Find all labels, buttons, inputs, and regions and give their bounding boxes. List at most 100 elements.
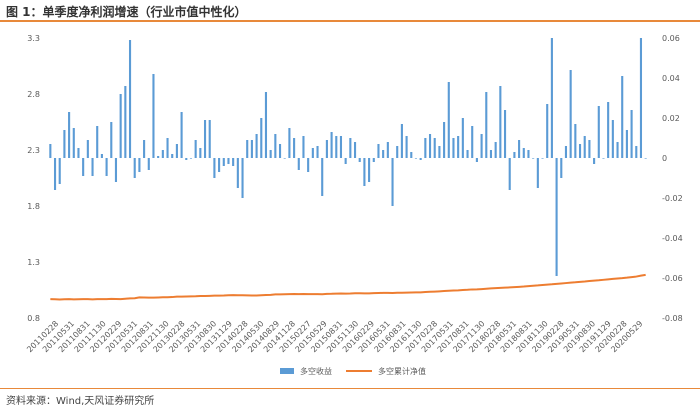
bar [363,158,366,186]
bar [541,158,544,159]
bar [550,38,553,158]
bar [382,150,385,158]
y-left-tick-label: 2.8 [27,90,40,99]
bar [199,148,202,158]
bar [466,150,469,158]
bar [77,148,80,158]
bar [443,122,446,158]
bar [171,154,174,158]
y-right-tick-label: 0 [662,154,667,163]
bar [246,140,249,158]
bar [175,144,178,158]
bar [157,156,160,158]
bottom-rule [0,388,700,389]
bar [391,158,394,206]
y-left-tick-label: 1.3 [27,258,40,267]
bar [335,136,338,158]
legend-bar-label: 多空收益 [300,366,332,376]
x-axis: 2011022820110531201108312011113020120229… [25,319,644,354]
bar [63,130,66,158]
y-left-tick-label: 2.3 [27,146,40,155]
bar [532,158,535,159]
bar [578,144,582,158]
bar [114,158,118,182]
y-right-tick-label: -0.08 [662,314,683,323]
bar [166,138,169,158]
bar [147,158,150,170]
bar [560,158,563,178]
bar [232,158,235,166]
bar [311,148,314,158]
y-right-tick-label: 0.04 [662,74,680,83]
legend-bar-swatch [280,368,294,374]
bar [203,120,207,158]
y-right-tick-label: -0.06 [662,274,683,283]
bar [189,158,193,159]
bar [213,158,216,178]
bar [475,158,478,162]
bar [508,158,511,190]
bar [410,152,413,158]
bar [325,140,328,158]
bar [302,136,305,158]
y-right-tick-label: -0.02 [662,194,683,203]
bar [386,142,389,158]
bar [53,158,57,190]
bar [602,158,605,159]
legend-line-label: 多空累计净值 [378,366,426,376]
bar [593,158,596,164]
bar [611,120,614,158]
bar [218,158,221,172]
bar [607,102,610,158]
bar [485,92,488,158]
bar [330,132,333,158]
bar [349,138,352,158]
y-right-tick-label: 0.02 [662,114,680,123]
bar [635,146,638,158]
bar [513,152,516,158]
bar [180,112,183,158]
bar [185,158,188,160]
bar [143,140,146,158]
bar [489,150,493,158]
bar [457,136,460,158]
bar [419,158,422,160]
bar [616,142,619,158]
source-note: 资料来源：Wind,天风证券研究所 [6,396,155,407]
bar [316,146,319,158]
bar [588,140,591,158]
legend: 多空收益 多空累计净值 [280,366,426,376]
bar [49,144,52,158]
bar [133,158,136,178]
bar [297,158,300,170]
bar [424,138,427,158]
bar [86,140,89,158]
bar [438,146,441,158]
bar [72,128,75,158]
bar [405,136,408,158]
bar [368,158,371,182]
figure-title: 图 1：单季度净利润增速（行业市值中性化） [6,5,247,19]
bar [555,158,558,276]
bar [222,158,225,166]
bar [236,158,239,188]
bar [82,158,85,176]
bar [250,140,253,158]
bar [208,120,211,158]
bar-series [49,38,647,276]
bar [480,134,483,158]
bar [241,158,244,198]
bar [527,150,530,158]
bar [396,146,399,158]
bar [518,140,521,158]
bar [274,134,277,158]
y-axis-left: 0.8 1.3 1.8 2.3 2.8 3.3 [27,34,40,323]
bar [339,136,343,158]
y-left-tick-label: 0.8 [27,314,40,323]
bar [644,158,647,159]
bar [58,158,61,184]
bar [288,128,291,158]
bar [447,82,450,158]
line-series [50,273,646,301]
